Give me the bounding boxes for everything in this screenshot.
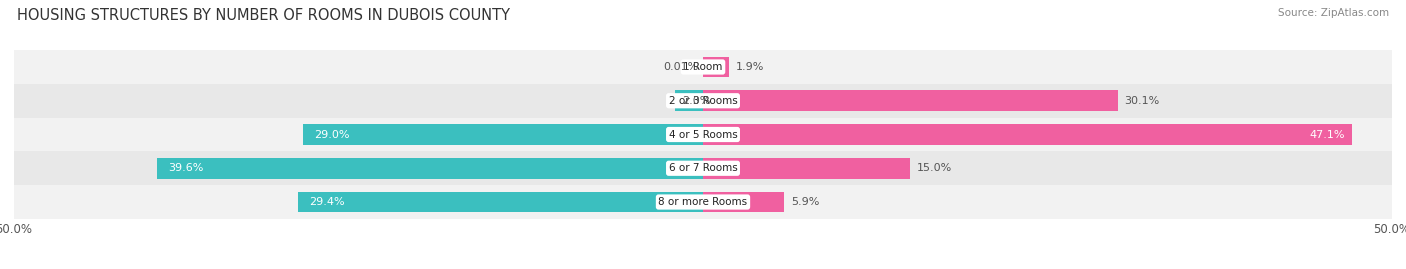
Text: 1.9%: 1.9% [737,62,765,72]
Bar [703,56,730,77]
Text: Source: ZipAtlas.com: Source: ZipAtlas.com [1278,8,1389,18]
Bar [703,158,910,179]
Text: 29.0%: 29.0% [315,129,350,140]
Text: 47.1%: 47.1% [1309,129,1346,140]
Bar [14,185,1392,219]
Text: HOUSING STRUCTURES BY NUMBER OF ROOMS IN DUBOIS COUNTY: HOUSING STRUCTURES BY NUMBER OF ROOMS IN… [17,8,510,23]
Bar [703,124,1353,145]
Text: 1 Room: 1 Room [683,62,723,72]
Text: 2.0%: 2.0% [682,96,710,106]
Text: 30.1%: 30.1% [1125,96,1160,106]
Bar [675,90,703,111]
Bar [14,84,1392,118]
Text: 15.0%: 15.0% [917,163,952,173]
Bar [14,151,1392,185]
Bar [157,158,703,179]
Text: 4 or 5 Rooms: 4 or 5 Rooms [669,129,737,140]
Text: 5.9%: 5.9% [792,197,820,207]
Text: 39.6%: 39.6% [169,163,204,173]
Text: 6 or 7 Rooms: 6 or 7 Rooms [669,163,737,173]
Bar [703,192,785,213]
Text: 8 or more Rooms: 8 or more Rooms [658,197,748,207]
Text: 0.01%: 0.01% [664,62,699,72]
Bar [14,50,1392,84]
Bar [304,124,703,145]
Bar [298,192,703,213]
Bar [14,118,1392,151]
Bar [703,90,1118,111]
Text: 2 or 3 Rooms: 2 or 3 Rooms [669,96,737,106]
Text: 29.4%: 29.4% [309,197,344,207]
